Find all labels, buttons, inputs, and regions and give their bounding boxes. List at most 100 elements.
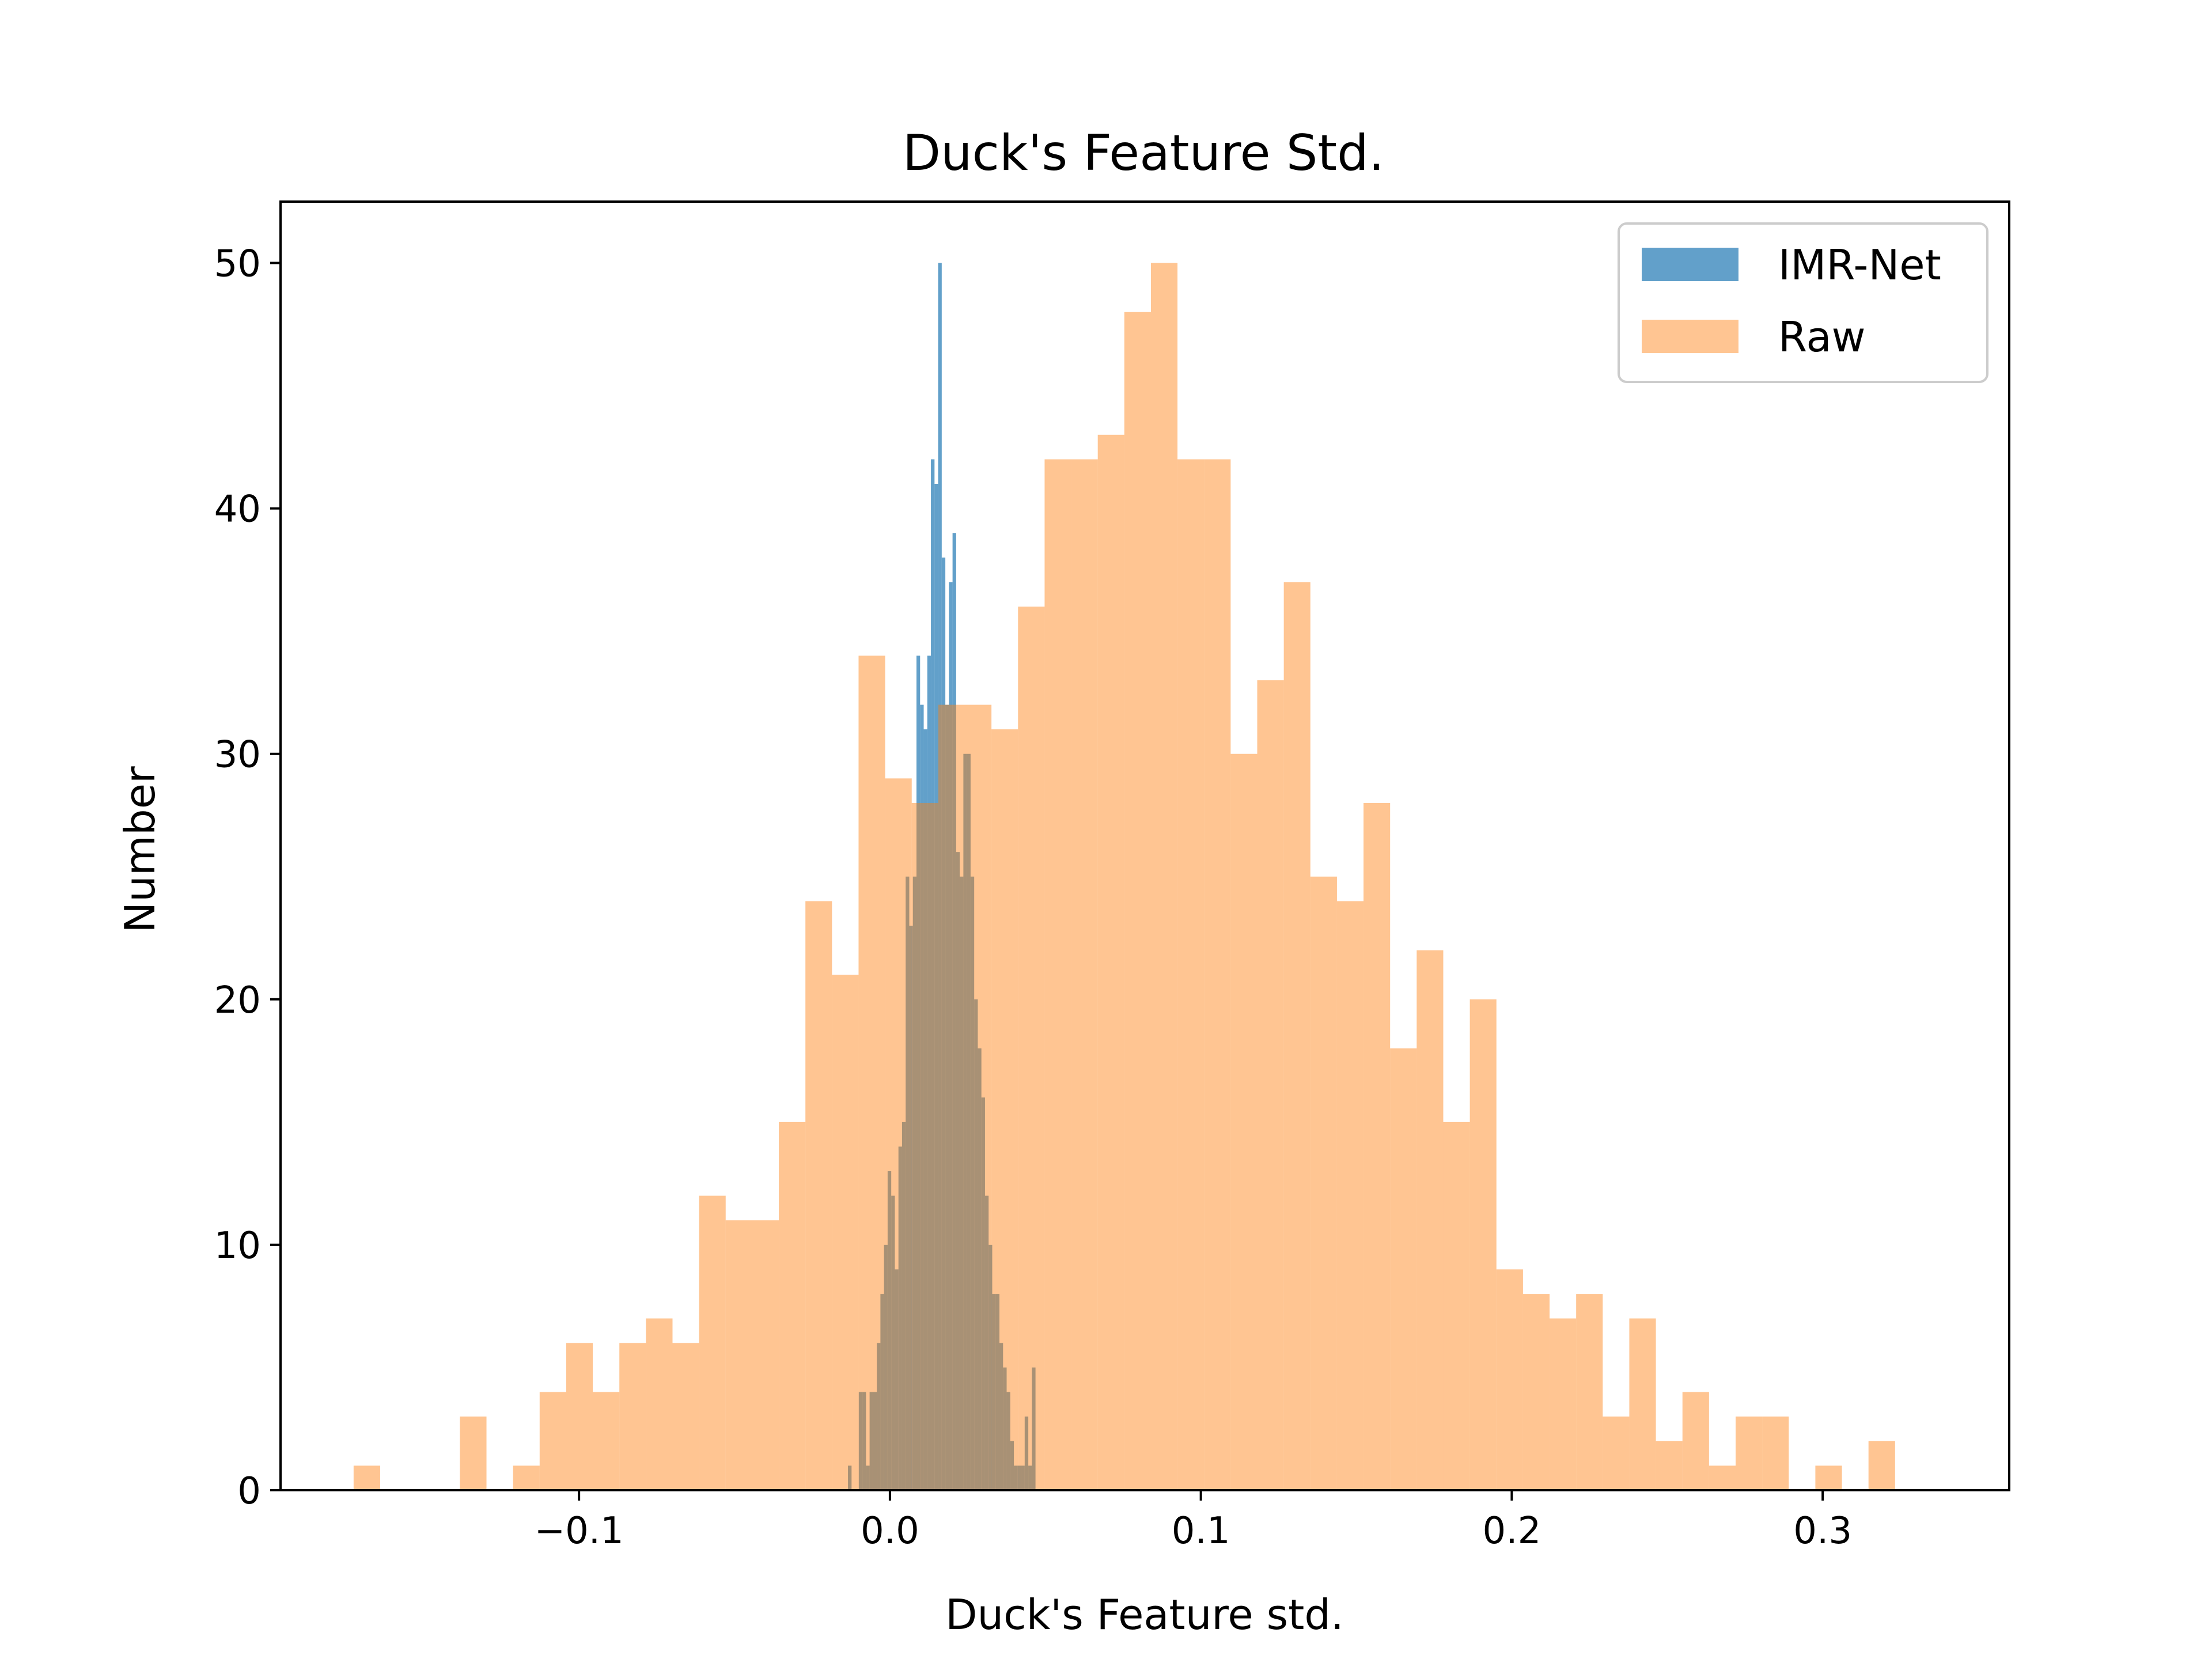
histogram-bar	[866, 1465, 870, 1490]
series-raw	[353, 263, 1895, 1490]
histogram-bar	[1283, 582, 1310, 1490]
y-tick-label: 40	[214, 488, 261, 531]
histogram-bar	[805, 901, 832, 1490]
histogram-bar	[1469, 999, 1497, 1490]
x-tick-label: 0.3	[1793, 1510, 1852, 1552]
histogram-bar	[941, 557, 946, 1490]
legend-swatch-imr-net	[1642, 248, 1738, 281]
legend-label-imr-net: IMR-Net	[1778, 241, 1941, 289]
histogram-bar	[1010, 1441, 1014, 1490]
histogram-bar	[911, 802, 938, 1490]
histogram-bar	[1097, 434, 1124, 1490]
histogram-bar	[460, 1416, 487, 1490]
histogram-bar	[934, 484, 938, 1490]
histogram-bar	[887, 1171, 892, 1490]
y-tick-label: 30	[214, 734, 261, 777]
histogram-bar	[1629, 1318, 1656, 1490]
histogram-bar	[779, 1122, 806, 1490]
histogram-bar	[1032, 1367, 1036, 1490]
x-axis-label: Duck's Feature std.	[945, 1590, 1344, 1639]
histogram-bar	[995, 1294, 1000, 1490]
histogram-bar	[1682, 1392, 1709, 1490]
histogram-bar	[1257, 680, 1284, 1490]
y-axis-ticks: 0 10 20 30 40 50	[214, 243, 281, 1513]
histogram-bar	[920, 704, 924, 1490]
chart-title: Duck's Feature Std.	[903, 124, 1384, 182]
histogram-bar	[858, 1392, 863, 1490]
histogram-bar	[1336, 901, 1364, 1490]
y-axis-label: Number	[116, 766, 164, 933]
histogram-bar	[848, 1465, 852, 1490]
histogram-bar	[1044, 459, 1071, 1490]
histogram-bar	[912, 876, 917, 1490]
histogram-bar	[974, 999, 978, 1490]
histogram-bar	[880, 1294, 884, 1490]
histogram-bar	[1363, 802, 1391, 1490]
plot-frame	[279, 200, 2010, 1491]
legend-label-raw: Raw	[1778, 313, 1865, 361]
histogram-bar	[927, 656, 931, 1490]
histogram-bar	[1177, 459, 1205, 1490]
histogram-bar	[1576, 1294, 1603, 1490]
histogram-bar	[862, 1392, 866, 1490]
histogram-bar	[992, 1294, 996, 1490]
histogram-bar	[752, 1220, 779, 1490]
bars-layer	[353, 263, 1895, 1491]
y-tick-label: 50	[214, 243, 261, 286]
x-tick-label: 0.1	[1172, 1510, 1230, 1552]
histogram-bar	[1017, 1465, 1021, 1490]
legend: IMR-Net Raw	[1618, 222, 1988, 383]
x-tick-label: −0.1	[534, 1510, 623, 1552]
histogram-bar	[1006, 1392, 1010, 1490]
histogram-bar	[949, 582, 953, 1490]
histogram-bar	[938, 704, 965, 1490]
histogram-bar	[970, 876, 975, 1490]
histogram-bar	[909, 925, 913, 1490]
histogram-bar	[906, 876, 910, 1490]
histogram-bar	[832, 975, 859, 1490]
histogram-bar	[566, 1343, 593, 1490]
histogram-bar	[991, 729, 1018, 1490]
histogram-bar	[902, 1122, 906, 1490]
histogram-bar	[1550, 1318, 1577, 1490]
histogram-bar	[916, 656, 921, 1490]
histogram-bar	[1736, 1416, 1763, 1490]
histogram-bar	[923, 729, 927, 1490]
y-tick-label: 10	[214, 1225, 261, 1267]
histogram-bar	[898, 1146, 902, 1490]
histogram-bar	[891, 1195, 895, 1490]
histogram-bar	[858, 656, 885, 1490]
histogram-bar	[619, 1343, 646, 1490]
y-tick-label: 0	[237, 1470, 261, 1513]
histogram-bar	[672, 1343, 699, 1490]
histogram-bar	[945, 704, 949, 1490]
histogram-bar	[1028, 1465, 1032, 1490]
histogram-bar	[539, 1392, 566, 1490]
histogram-bar	[938, 263, 942, 1490]
histogram-bar	[877, 1343, 881, 1490]
y-tick-label: 20	[214, 979, 261, 1022]
histogram-bar	[1018, 607, 1045, 1490]
histogram-bar	[884, 1244, 888, 1490]
histogram-bar	[981, 1097, 985, 1490]
histogram-bar	[1014, 1465, 1018, 1490]
histogram-bar	[1868, 1441, 1895, 1490]
histogram-bar	[960, 876, 964, 1490]
histogram-bar	[1003, 1367, 1007, 1490]
histogram-bar	[1496, 1269, 1523, 1490]
histogram-bar	[931, 459, 935, 1490]
series-imr-net	[848, 263, 1036, 1491]
histogram-bar	[978, 1048, 982, 1490]
histogram-bar	[513, 1465, 540, 1490]
histogram-bar	[646, 1318, 673, 1490]
histogram-bar	[593, 1392, 620, 1490]
histogram-bar	[895, 1269, 899, 1490]
histogram-bar	[885, 778, 912, 1490]
histogram-bar	[1230, 753, 1257, 1490]
histogram-bar	[1522, 1294, 1550, 1490]
histogram-bar	[1815, 1465, 1842, 1490]
histogram-bar	[1071, 459, 1098, 1490]
histogram-bar	[725, 1220, 752, 1490]
histogram-bar	[699, 1195, 726, 1490]
